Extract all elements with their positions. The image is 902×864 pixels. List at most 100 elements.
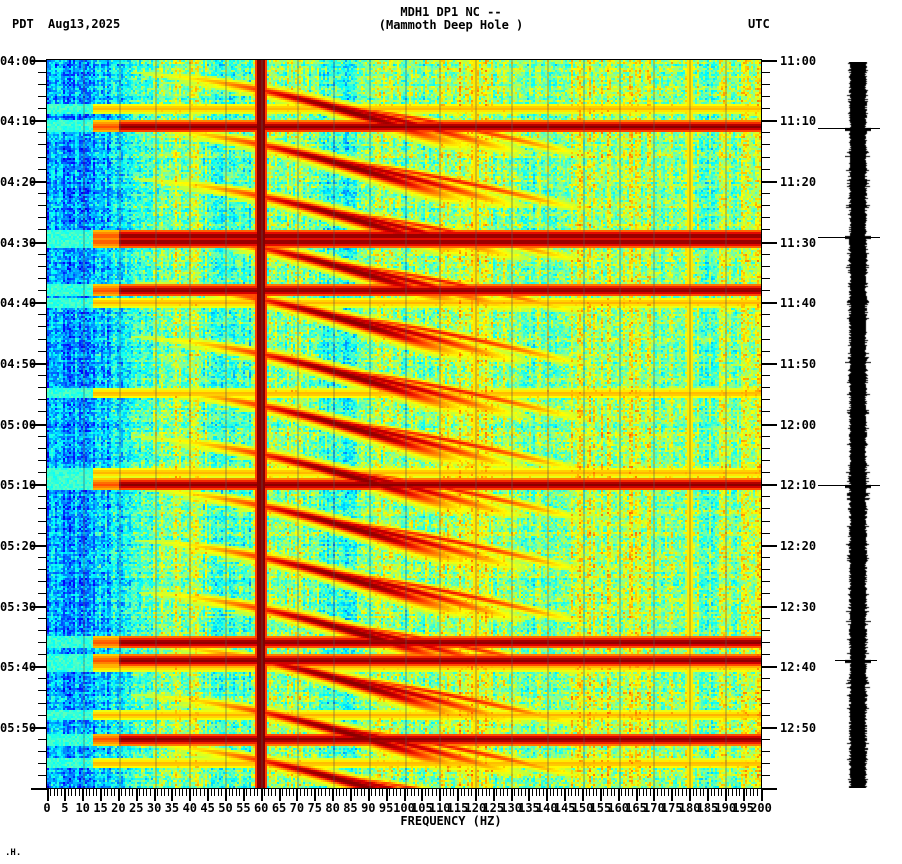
frequency-label: 185 bbox=[696, 801, 719, 815]
frequency-tick-minor bbox=[146, 789, 147, 796]
time-tick-minor-left bbox=[38, 278, 47, 279]
frequency-tick-minor bbox=[550, 789, 551, 796]
frequency-tick-minor bbox=[693, 789, 694, 796]
time-tick-minor-left bbox=[38, 229, 47, 230]
frequency-tick-minor bbox=[578, 789, 579, 796]
frequency-tick-minor bbox=[182, 789, 183, 796]
frequency-tick-minor bbox=[250, 789, 251, 796]
frequency-label: 15 bbox=[93, 801, 108, 815]
frequency-tick-minor bbox=[603, 789, 604, 796]
frequency-tick-minor bbox=[221, 789, 222, 796]
time-tick-major-left bbox=[31, 666, 47, 668]
frequency-label: 125 bbox=[482, 801, 505, 815]
frequency-label: 35 bbox=[164, 801, 180, 815]
frequency-label: 155 bbox=[589, 801, 612, 815]
time-label-local: 04:40 bbox=[0, 296, 37, 310]
frequency-label: 190 bbox=[714, 801, 737, 815]
time-tick-minor-left bbox=[38, 751, 47, 752]
time-label-local: 05:00 bbox=[0, 418, 37, 432]
frequency-tick-major bbox=[707, 789, 709, 801]
frequency-tick-major bbox=[154, 789, 156, 801]
frequency-tick-minor bbox=[75, 789, 76, 796]
time-tick-minor-right bbox=[761, 618, 770, 619]
frequency-tick-minor bbox=[396, 789, 397, 796]
spectrogram-canvas bbox=[47, 60, 761, 788]
frequency-label: 140 bbox=[535, 801, 558, 815]
time-label-utc: 11:10 bbox=[780, 114, 817, 128]
time-label-local: 05:10 bbox=[0, 478, 37, 492]
time-tick-major-right bbox=[761, 181, 777, 183]
frequency-tick-minor bbox=[718, 789, 719, 796]
time-tick-minor-right bbox=[761, 72, 770, 73]
frequency-tick-major bbox=[368, 789, 370, 801]
frequency-tick-minor bbox=[364, 789, 365, 796]
time-label-utc: 12:10 bbox=[780, 478, 817, 492]
time-tick-minor-right bbox=[761, 339, 770, 340]
frequency-tick-minor bbox=[196, 789, 197, 796]
frequency-label: 145 bbox=[553, 801, 576, 815]
frequency-tick-minor bbox=[611, 789, 612, 796]
frequency-tick-major bbox=[404, 789, 406, 801]
spectrogram-plot[interactable] bbox=[47, 60, 761, 788]
time-tick-major-right bbox=[761, 727, 777, 729]
frequency-tick-minor bbox=[61, 789, 62, 796]
time-tick-minor-right bbox=[761, 351, 770, 352]
frequency-tick-minor bbox=[114, 789, 115, 796]
frequency-tick-major bbox=[136, 789, 138, 801]
time-tick-major-left bbox=[31, 363, 47, 365]
frequency-tick-major bbox=[296, 789, 298, 801]
frequency-label: 200 bbox=[750, 801, 772, 815]
frequency-tick-major bbox=[118, 789, 120, 801]
frequency-tick-major bbox=[689, 789, 691, 801]
time-tick-minor-left bbox=[38, 411, 47, 412]
time-tick-minor-right bbox=[761, 678, 770, 679]
frequency-tick-minor bbox=[236, 789, 237, 796]
time-tick-minor-right bbox=[761, 448, 770, 449]
time-tick-minor-right bbox=[761, 205, 770, 206]
time-tick-minor-left bbox=[38, 775, 47, 776]
frequency-tick-major bbox=[171, 789, 173, 801]
frequency-tick-minor bbox=[336, 789, 337, 796]
time-tick-major-left bbox=[31, 424, 47, 426]
frequency-tick-minor bbox=[486, 789, 487, 796]
frequency-tick-minor bbox=[268, 789, 269, 796]
time-tick-major-left bbox=[31, 727, 47, 729]
time-tick-major-right bbox=[761, 545, 777, 547]
frequency-tick-minor bbox=[168, 789, 169, 796]
frequency-label: 115 bbox=[446, 801, 469, 815]
time-tick-major-right bbox=[761, 484, 777, 486]
frequency-tick-minor bbox=[568, 789, 569, 796]
frequency-tick-minor bbox=[561, 789, 562, 796]
frequency-tick-minor bbox=[450, 789, 451, 796]
frequency-tick-minor bbox=[371, 789, 372, 796]
frequency-tick-minor bbox=[289, 789, 290, 796]
frequency-tick-minor bbox=[318, 789, 319, 796]
frequency-tick-minor bbox=[482, 789, 483, 796]
time-tick-major-left bbox=[31, 120, 47, 122]
frequency-label: 195 bbox=[732, 801, 754, 815]
frequency-tick-minor bbox=[575, 789, 576, 796]
timezone-label-right: UTC bbox=[748, 17, 770, 31]
time-tick-minor-left bbox=[38, 508, 47, 509]
time-tick-minor-left bbox=[38, 557, 47, 558]
frequency-tick-major bbox=[261, 789, 263, 801]
time-tick-major-left bbox=[31, 242, 47, 244]
frequency-tick-minor bbox=[343, 789, 344, 796]
time-tick-minor-left bbox=[38, 326, 47, 327]
frequency-tick-minor bbox=[646, 789, 647, 796]
frequency-tick-major bbox=[636, 789, 638, 801]
frequency-tick-major bbox=[189, 789, 191, 801]
time-tick-minor-right bbox=[761, 375, 770, 376]
frequency-tick-minor bbox=[346, 789, 347, 796]
frequency-tick-minor bbox=[632, 789, 633, 796]
time-tick-minor-left bbox=[38, 472, 47, 473]
time-tick-major-right bbox=[761, 606, 777, 608]
frequency-tick-minor bbox=[507, 789, 508, 796]
frequency-tick-minor bbox=[500, 789, 501, 796]
time-tick-minor-left bbox=[38, 375, 47, 376]
frequency-tick-minor bbox=[639, 789, 640, 796]
time-label-utc: 12:50 bbox=[780, 721, 817, 735]
time-tick-minor-left bbox=[38, 460, 47, 461]
time-tick-minor-right bbox=[761, 763, 770, 764]
frequency-tick-minor bbox=[414, 789, 415, 796]
